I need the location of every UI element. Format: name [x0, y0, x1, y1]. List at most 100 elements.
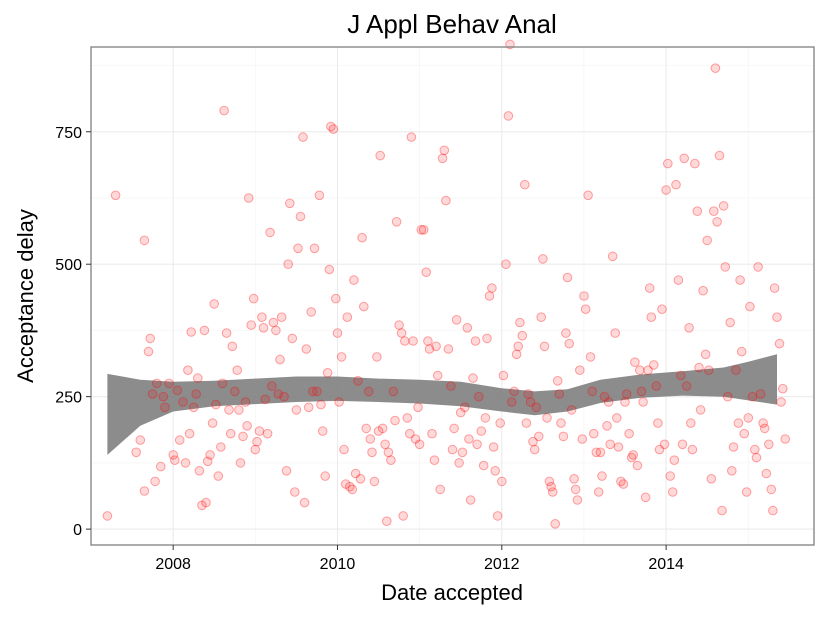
x-tick-label: 2010 — [320, 556, 356, 573]
data-point — [462, 323, 473, 333]
data-point — [336, 352, 347, 362]
data-point — [457, 447, 468, 458]
data-point — [657, 304, 667, 315]
data-point — [135, 435, 146, 445]
data-point — [714, 150, 725, 161]
data-point — [230, 386, 240, 397]
data-point — [447, 444, 458, 455]
data-point — [164, 378, 174, 389]
data-point — [743, 413, 754, 423]
data-point — [509, 386, 519, 397]
data-point — [339, 444, 349, 455]
data-point — [454, 458, 464, 468]
data-point — [607, 251, 618, 262]
data-point — [377, 423, 388, 434]
data-point — [183, 365, 193, 376]
data-point — [531, 402, 542, 413]
data-point — [285, 198, 295, 209]
data-point — [612, 413, 622, 423]
data-point — [449, 423, 459, 434]
data-point — [769, 283, 780, 293]
data-point — [690, 158, 700, 169]
data-point — [197, 500, 207, 511]
data-point — [413, 402, 423, 413]
data-point — [205, 450, 215, 460]
data-point — [460, 402, 470, 413]
data-point — [386, 455, 396, 466]
data-point — [367, 447, 377, 458]
data-point — [710, 63, 721, 73]
data-point — [265, 227, 275, 238]
data-point — [235, 458, 246, 468]
data-point — [211, 399, 221, 410]
y-axis-title: Acceptance delay — [13, 209, 38, 383]
data-point — [334, 397, 344, 407]
data-point — [745, 301, 755, 312]
data-point — [369, 476, 380, 487]
data-point — [515, 317, 525, 328]
data-point — [624, 428, 634, 439]
data-point — [525, 397, 536, 407]
data-point — [495, 418, 506, 428]
data-point — [199, 325, 210, 336]
data-point — [390, 415, 400, 426]
data-point — [677, 439, 688, 450]
data-point — [291, 405, 302, 415]
data-point — [139, 235, 150, 246]
data-point — [298, 132, 308, 142]
data-point — [766, 484, 777, 495]
data-point — [602, 421, 612, 431]
data-point — [332, 328, 343, 338]
data-point — [299, 497, 310, 508]
data-point — [316, 399, 326, 410]
data-point — [616, 476, 626, 487]
data-point — [580, 304, 591, 315]
data-point — [258, 323, 269, 333]
data-point — [320, 471, 331, 481]
data-point — [595, 447, 606, 458]
data-point — [564, 338, 575, 349]
data-point — [276, 312, 287, 323]
data-point — [539, 341, 550, 352]
data-point — [552, 376, 563, 386]
data-point — [520, 179, 530, 190]
data-point — [480, 413, 491, 423]
data-point — [202, 456, 213, 467]
data-point — [410, 434, 421, 444]
data-point — [547, 487, 558, 497]
data-point — [464, 434, 474, 444]
data-point — [349, 275, 359, 285]
data-point — [312, 386, 322, 397]
data-point — [681, 381, 692, 391]
data-point — [191, 389, 201, 399]
data-point — [145, 333, 155, 344]
data-point — [517, 330, 528, 341]
data-point — [143, 346, 154, 357]
chart-title: J Appl Behav Anal — [347, 9, 557, 39]
data-point — [488, 442, 499, 452]
x-axis-ticks: 2008 2010 2012 2014 — [155, 545, 684, 573]
data-point — [628, 450, 639, 460]
data-point — [437, 153, 448, 164]
data-point — [521, 418, 532, 428]
data-point — [761, 468, 772, 479]
data-point — [281, 466, 292, 476]
data-point — [587, 386, 598, 397]
data-point — [679, 153, 690, 164]
data-point — [240, 397, 251, 407]
data-point — [603, 397, 614, 407]
data-point — [271, 325, 281, 336]
data-point — [665, 471, 676, 481]
data-point — [476, 426, 487, 436]
data-point — [331, 293, 341, 304]
data-point — [372, 352, 382, 362]
data-point — [780, 434, 791, 444]
data-point — [470, 336, 481, 346]
data-point — [487, 283, 497, 293]
data-point — [243, 193, 254, 203]
data-point — [429, 455, 440, 466]
data-point — [482, 333, 492, 344]
data-point — [388, 386, 399, 397]
data-point — [309, 243, 320, 254]
